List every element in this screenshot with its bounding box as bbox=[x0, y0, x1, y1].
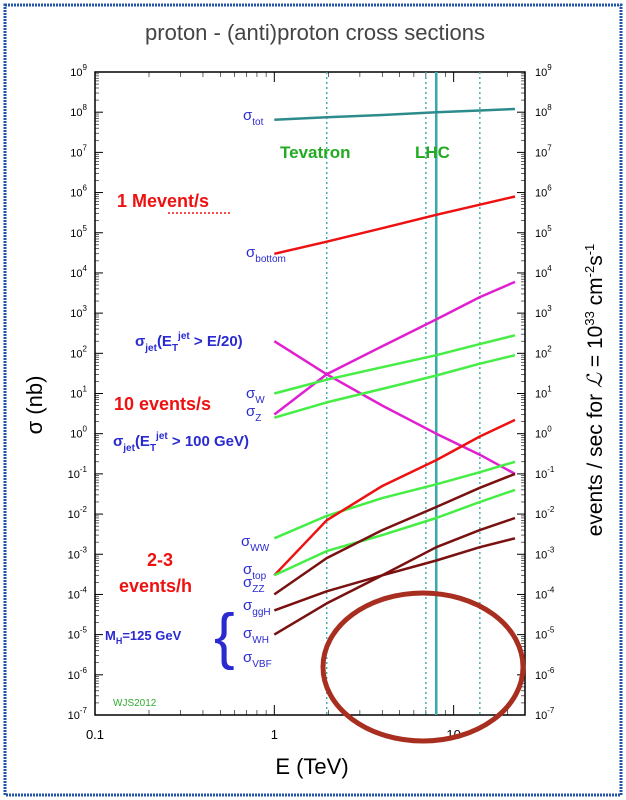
label-sigma-jet-100gev: σjet(ETjet > 100 GeV) bbox=[113, 431, 249, 454]
series-line--wh bbox=[273, 537, 516, 612]
y-tick-label-right: 101 bbox=[535, 385, 552, 401]
label-sigma-zz: σZZ bbox=[243, 574, 264, 595]
y-axis-label: σ (nb) bbox=[22, 376, 47, 435]
y-tick-label-right: 107 bbox=[535, 143, 552, 159]
y-tick-label-left: 10-3 bbox=[68, 545, 88, 561]
axis-ticks: 10-7 10-7 10-6 10-6 10-5 10-5 10-4 10-4 10-3 10-3… bbox=[68, 63, 555, 742]
label-sigma-w: σW bbox=[246, 385, 265, 406]
y-tick-label-left: 105 bbox=[70, 224, 87, 240]
lhc-label: LHC bbox=[415, 143, 450, 162]
y-tick-label-right: 104 bbox=[535, 264, 552, 280]
highlight-ellipse bbox=[320, 590, 526, 744]
series-line--jet-et-jet-e-20- bbox=[273, 280, 516, 416]
y-tick-label-right: 103 bbox=[535, 304, 552, 320]
label-sigma-vbf: σVBF bbox=[243, 649, 272, 670]
series-line--bottom bbox=[274, 195, 516, 256]
x-tick-label: 0.1 bbox=[86, 727, 104, 742]
y-tick-label-left: 10-4 bbox=[68, 585, 88, 601]
y-tick-label-right: 106 bbox=[535, 184, 552, 200]
series-line--zz bbox=[273, 488, 516, 577]
label-sigma-ggh: σggH bbox=[243, 597, 271, 618]
y-tick-label-left: 106 bbox=[70, 184, 87, 200]
series-line--z bbox=[273, 353, 516, 419]
y-tick-label-left: 10-7 bbox=[68, 706, 88, 722]
tevatron-label: Tevatron bbox=[280, 143, 351, 162]
series-line--ww bbox=[273, 460, 516, 540]
rate-annotation-mevent: 1 Mevent/s bbox=[117, 191, 209, 211]
label-sigma-ww: σWW bbox=[241, 533, 270, 554]
rate-annotation-events-h-a: 2-3 bbox=[147, 550, 173, 570]
label-sigma-wh: σWH bbox=[243, 625, 269, 646]
series-line--tot bbox=[274, 107, 516, 121]
y-tick-label-right: 10-1 bbox=[535, 465, 555, 481]
y-tick-label-left: 100 bbox=[70, 425, 87, 441]
y-tick-label-left: 101 bbox=[70, 385, 87, 401]
x-axis-label: E (TeV) bbox=[275, 754, 348, 779]
credit-label: WJS2012 bbox=[113, 698, 157, 709]
label-sigma-bottom: σbottom bbox=[246, 244, 286, 265]
y-tick-label-right: 108 bbox=[535, 103, 552, 119]
rate-annotation-events-h-b: events/h bbox=[119, 576, 192, 596]
label-sigma-jet-e20: σjet(ETjet > E/20) bbox=[135, 331, 243, 354]
y-tick-label-left: 107 bbox=[70, 143, 87, 159]
label-sigma-tot: σtot bbox=[243, 107, 264, 128]
y-tick-label-right: 10-2 bbox=[535, 505, 555, 521]
x-tick-label: 1 bbox=[271, 727, 278, 742]
y-tick-label-left: 102 bbox=[70, 344, 87, 360]
higgs-brace: { bbox=[214, 602, 235, 671]
y-tick-label-right: 10-6 bbox=[535, 666, 555, 682]
y-tick-label-left: 10-6 bbox=[68, 666, 88, 682]
chart-title: proton - (anti)proton cross sections bbox=[145, 20, 485, 45]
y-tick-label-left: 10-1 bbox=[68, 465, 88, 481]
y-axis-right-label: events / sec for ℒ = 1033 cm-2s-1 bbox=[582, 244, 607, 537]
series-line--w bbox=[273, 334, 516, 395]
label-sigma-z: σZ bbox=[246, 403, 261, 424]
outer-frame bbox=[3, 3, 623, 797]
series-line--top bbox=[273, 418, 516, 577]
y-tick-label-right: 105 bbox=[535, 224, 552, 240]
y-tick-label-left: 10-5 bbox=[68, 626, 88, 642]
series-line--vbf bbox=[273, 516, 516, 636]
series-line--ggh bbox=[273, 472, 516, 596]
y-tick-label-left: 103 bbox=[70, 304, 87, 320]
y-tick-label-right: 10-7 bbox=[535, 706, 555, 722]
y-tick-label-right: 109 bbox=[535, 63, 552, 79]
y-tick-label-left: 109 bbox=[70, 63, 87, 79]
series-line--jet-et-jet-100-gev- bbox=[273, 340, 516, 475]
y-tick-label-left: 108 bbox=[70, 103, 87, 119]
y-tick-label-right: 100 bbox=[535, 425, 552, 441]
y-tick-label-right: 102 bbox=[535, 344, 552, 360]
y-tick-label-right: 10-3 bbox=[535, 545, 555, 561]
y-tick-label-left: 104 bbox=[70, 264, 87, 280]
y-tick-label-right: 10-5 bbox=[535, 626, 555, 642]
series-lines bbox=[273, 107, 516, 636]
label-sigma-top: σtop bbox=[243, 561, 267, 582]
higgs-mass-label: MH=125 GeV bbox=[105, 628, 182, 646]
y-tick-label-left: 10-2 bbox=[68, 505, 88, 521]
rate-annotation-events-s: 10 events/s bbox=[114, 394, 211, 414]
y-tick-label-right: 10-4 bbox=[535, 585, 555, 601]
